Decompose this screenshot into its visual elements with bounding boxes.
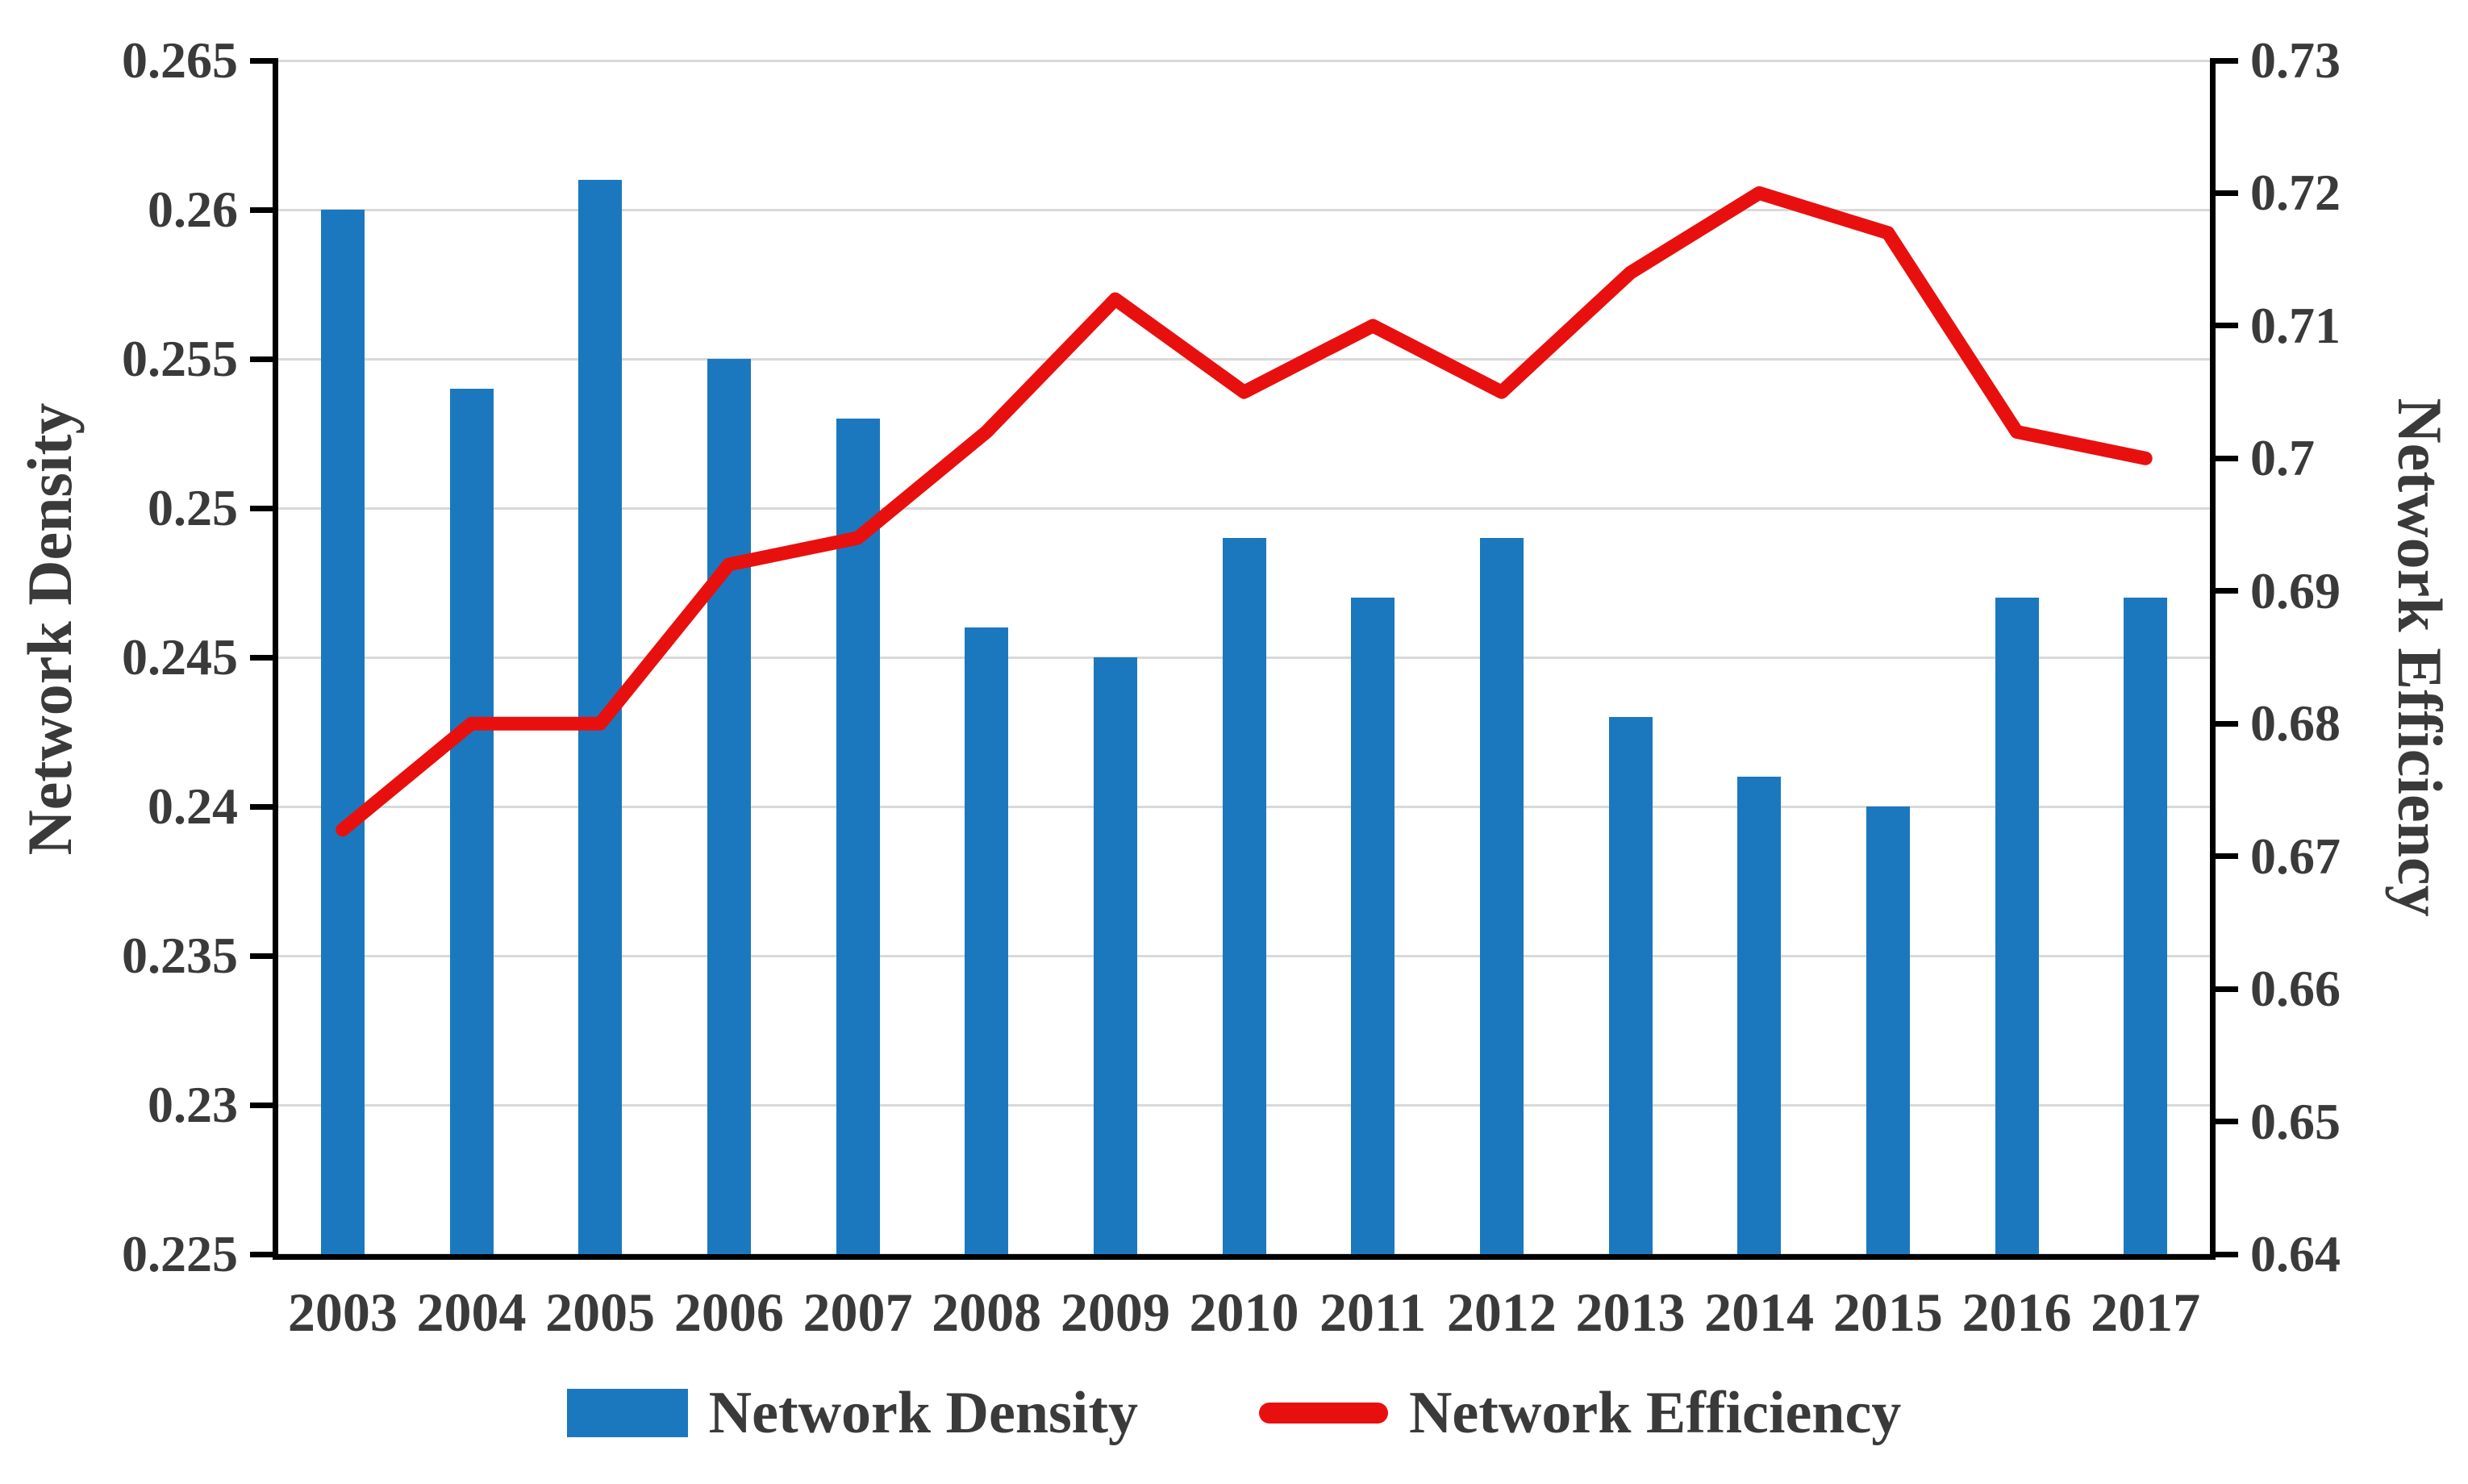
bar-2010 <box>1223 538 1266 1254</box>
bar-2011 <box>1351 598 1395 1254</box>
gridline <box>278 506 2210 510</box>
x-axis-label-2005: 2005 <box>545 1282 656 1343</box>
left-axis-tick-label: 0.24 <box>148 777 238 835</box>
left-axis-tick-label: 0.255 <box>122 330 238 387</box>
left-axis-tick-label: 0.235 <box>122 927 238 984</box>
right-axis-tick-label: 0.72 <box>2250 164 2341 222</box>
x-axis-label-2009: 2009 <box>1060 1282 1170 1343</box>
left-axis-tick <box>250 1102 273 1108</box>
right-axis-tick <box>2216 1119 2238 1125</box>
left-axis-tick <box>250 953 273 959</box>
right-axis-tick-label: 0.69 <box>2250 561 2341 619</box>
bar-2003 <box>321 210 365 1254</box>
bar-2006 <box>707 359 751 1254</box>
legend-item-efficiency: Network Efficiency <box>1258 1380 1902 1446</box>
right-axis-tick <box>2216 986 2238 992</box>
bar-2008 <box>965 627 1008 1254</box>
x-axis-label-2015: 2015 <box>1832 1282 1943 1343</box>
right-axis-title: Network Efficiency <box>2385 398 2455 917</box>
right-axis-tick-label: 0.64 <box>2250 1225 2341 1282</box>
right-axis-tick <box>2216 455 2238 461</box>
x-axis-label-2007: 2007 <box>803 1282 913 1343</box>
left-axis-tick-label: 0.26 <box>148 181 238 238</box>
right-axis-tick <box>2216 323 2238 329</box>
right-axis-tick-label: 0.68 <box>2250 694 2341 752</box>
left-axis-tick <box>250 1251 273 1257</box>
bar-2007 <box>836 419 880 1254</box>
x-axis-label-2012: 2012 <box>1446 1282 1557 1343</box>
left-axis-tick <box>250 505 273 511</box>
right-axis-tick <box>2216 720 2238 727</box>
right-axis-tick-label: 0.66 <box>2250 960 2341 1018</box>
right-axis-tick-label: 0.73 <box>2250 31 2341 89</box>
left-axis-title: Network Density <box>15 402 85 856</box>
density-bar-swatch-icon <box>566 1389 688 1437</box>
bar-2016 <box>1995 598 2039 1254</box>
x-axis-label-2003: 2003 <box>287 1282 398 1343</box>
bar-2004 <box>450 389 494 1254</box>
left-axis-tick-label: 0.245 <box>122 628 238 686</box>
legend-label-density: Network Density <box>708 1380 1138 1446</box>
legend-label-efficiency: Network Efficiency <box>1408 1380 1902 1446</box>
efficiency-line-swatch-icon <box>1258 1403 1388 1424</box>
left-axis-spine <box>273 58 278 1257</box>
right-axis-tick <box>2216 588 2238 594</box>
bar-2015 <box>1866 807 1910 1254</box>
bar-2009 <box>1094 657 1137 1254</box>
bar-2017 <box>2124 598 2167 1254</box>
x-axis-label-2014: 2014 <box>1704 1282 1815 1343</box>
left-axis-tick-label: 0.265 <box>122 31 238 89</box>
right-axis-tick-label: 0.65 <box>2250 1092 2341 1150</box>
right-axis-tick <box>2216 1251 2238 1257</box>
right-axis-spine <box>2210 58 2216 1257</box>
left-axis-tick <box>250 803 273 810</box>
x-axis-label-2006: 2006 <box>673 1282 784 1343</box>
x-axis-label-2016: 2016 <box>1961 1282 2072 1343</box>
legend: Network Density Network Efficiency <box>0 1383 2468 1443</box>
right-axis-tick-label: 0.71 <box>2250 296 2341 354</box>
right-axis-tick <box>2216 190 2238 196</box>
right-axis-tick-label: 0.7 <box>2250 429 2315 487</box>
left-axis-tick-label: 0.25 <box>148 479 238 536</box>
gridline <box>278 208 2210 211</box>
left-axis-tick <box>250 206 273 213</box>
bar-2012 <box>1480 538 1524 1254</box>
bar-2013 <box>1609 717 1653 1254</box>
bar-2014 <box>1737 777 1781 1254</box>
gridline <box>278 59 2210 62</box>
x-axis-label-2013: 2013 <box>1575 1282 1686 1343</box>
efficiency-line <box>336 186 2153 837</box>
gridline <box>278 357 2210 361</box>
left-axis-tick <box>250 57 273 64</box>
x-axis-label-2004: 2004 <box>416 1282 527 1343</box>
left-axis-tick <box>250 654 273 661</box>
legend-item-density: Network Density <box>566 1380 1138 1446</box>
x-axis-label-2017: 2017 <box>2091 1282 2201 1343</box>
x-axis-label-2008: 2008 <box>932 1282 1042 1343</box>
left-axis-tick <box>250 356 273 362</box>
bottom-axis-spine <box>273 1254 2216 1260</box>
right-axis-tick <box>2216 57 2238 64</box>
x-axis-label-2010: 2010 <box>1189 1282 1299 1343</box>
right-axis-tick-label: 0.67 <box>2250 827 2341 885</box>
right-axis-tick <box>2216 853 2238 860</box>
left-axis-tick-label: 0.23 <box>148 1076 238 1133</box>
left-axis-tick-label: 0.225 <box>122 1225 238 1282</box>
x-axis-label-2011: 2011 <box>1319 1282 1427 1343</box>
